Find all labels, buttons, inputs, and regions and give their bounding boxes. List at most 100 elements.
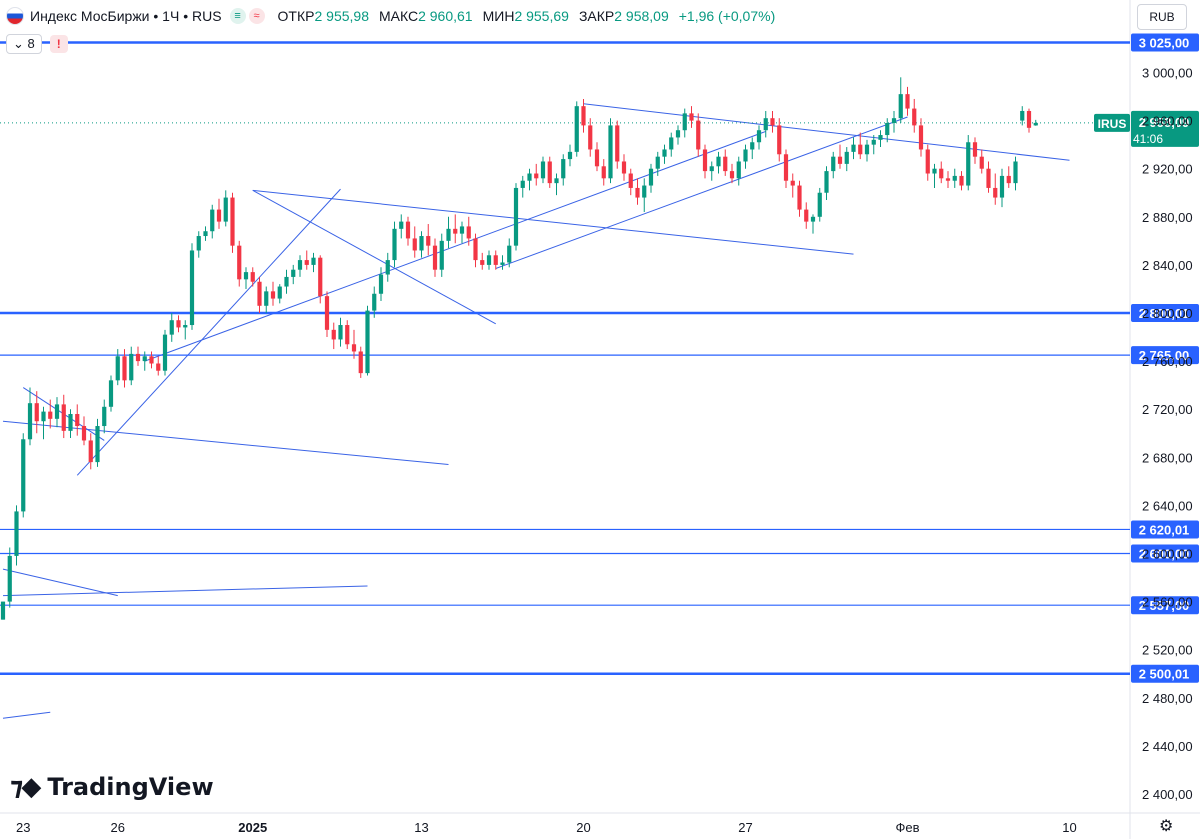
candle-body (729, 171, 735, 179)
candle-body (54, 404, 60, 419)
candle-body (635, 187, 640, 198)
candle-body (939, 168, 944, 179)
countdown-label: 41:06 (1133, 132, 1163, 146)
price-level-label: 2 620,01 (1139, 522, 1190, 537)
candles-layer (0, 77, 1038, 620)
ticker-badge (1094, 113, 1130, 132)
y-tick-label: 2 880,00 (1142, 210, 1193, 225)
candle-body (331, 329, 336, 340)
y-tick-label: 2 760,00 (1142, 354, 1193, 369)
candle-body (405, 221, 411, 239)
candle-body (932, 168, 937, 174)
candle-body (257, 281, 262, 306)
y-tick-label: 2 400,00 (1142, 787, 1193, 802)
candle-body (243, 272, 249, 280)
y-tick-label: 2 440,00 (1142, 739, 1193, 754)
y-tick-label: 2 800,00 (1142, 306, 1193, 321)
candle-body (426, 236, 431, 246)
candle-body (669, 137, 674, 150)
candle-body (851, 144, 856, 152)
candle-body (169, 320, 174, 335)
candle-body (378, 274, 384, 294)
x-tick-label: 10 (1062, 820, 1076, 835)
candle-body (898, 94, 903, 119)
candle-body (68, 414, 73, 431)
candle-body (783, 154, 789, 181)
candle-body (162, 334, 168, 371)
candle-body (500, 262, 505, 265)
candle-body (115, 356, 120, 381)
symbol-title[interactable]: Индекс МосБиржи • 1Ч • RUS (30, 8, 222, 24)
candle-body (770, 118, 775, 126)
horizontal-levels-layer: 3 025,00 2 800,01 2 765,00 2 620,01 2 600,00… (0, 33, 1199, 683)
ticker-label: IRUS (1098, 117, 1127, 131)
candle-body (473, 238, 478, 261)
candle-body (554, 178, 559, 184)
y-tick-label: 2 920,00 (1142, 162, 1193, 177)
candle-body (61, 404, 66, 431)
candle-body (27, 403, 33, 440)
low-value: 2 955,69 (514, 8, 569, 24)
candle-body (689, 113, 694, 121)
russia-flag-icon (6, 7, 24, 25)
close-value: 2 958,09 (614, 8, 669, 24)
candle-body (959, 175, 964, 186)
candle-body (804, 209, 809, 222)
candle-body (878, 135, 883, 140)
delayed-data-icon[interactable]: ≈ (248, 8, 265, 24)
last-price-label: 2 958,09 (1139, 115, 1190, 130)
candle-body (790, 180, 795, 186)
candle-body (108, 380, 114, 407)
candle-body (588, 125, 593, 150)
candle-body (318, 257, 323, 297)
price-level-badge (1131, 346, 1199, 365)
time-axis: 23 26 2025 13 20 27 Фев 10 (16, 820, 1077, 835)
trendline (252, 189, 854, 255)
candle-body (480, 260, 485, 265)
candle-body (702, 149, 708, 172)
y-tick-label: 2 560,00 (1142, 595, 1193, 610)
data-feed-icon[interactable]: ≡ (229, 8, 246, 24)
settings-gear-icon[interactable]: ⚙ (1159, 818, 1174, 835)
candle-body (885, 123, 890, 136)
warning-icon[interactable]: ! (49, 35, 68, 53)
x-tick-label: 27 (738, 820, 752, 835)
currency-button[interactable]: RUB (1137, 4, 1187, 30)
candle-body (561, 159, 566, 179)
change-value: +1,96 (+0,07%) (678, 8, 776, 24)
y-tick-label: 2 640,00 (1142, 498, 1193, 513)
y-tick-label: 2 680,00 (1142, 450, 1193, 465)
candle-body (952, 175, 957, 181)
candle-body (621, 161, 627, 174)
candle-body (756, 130, 762, 143)
indicators-toggle[interactable]: ⌄ 8 (6, 34, 42, 54)
candle-body (534, 173, 539, 179)
candle-body (439, 240, 444, 270)
y-tick-label: 2 720,00 (1142, 402, 1193, 417)
trendline (2, 585, 368, 597)
candle-body (351, 344, 357, 352)
trendline (2, 711, 51, 719)
high-label: МАКС (378, 8, 419, 24)
candle-body (662, 149, 667, 157)
candle-body (270, 291, 276, 299)
candle-body (183, 325, 188, 328)
candle-body (527, 173, 532, 181)
candle-body (419, 236, 424, 251)
candle-body (891, 118, 897, 124)
candle-body (736, 161, 741, 179)
candle-body (743, 149, 748, 162)
price-level-badge (1131, 544, 1199, 563)
candle-body (696, 120, 701, 150)
candle-body (156, 363, 161, 371)
tradingview-logo: ⁊◆ TradingView (10, 772, 214, 802)
candle-body (176, 320, 181, 328)
y-tick-label: 3 000,00 (1142, 66, 1193, 81)
price-level-label: 2 800,01 (1139, 306, 1190, 321)
open-label: ОТКР (277, 8, 315, 24)
candle-body (831, 156, 836, 172)
x-tick-label: 26 (111, 820, 125, 835)
trendline (495, 116, 908, 269)
ohlc-values: ОТКР2 955,98 МАКС2 960,61 МИН2 955,69 ЗАКР2… (278, 8, 776, 24)
